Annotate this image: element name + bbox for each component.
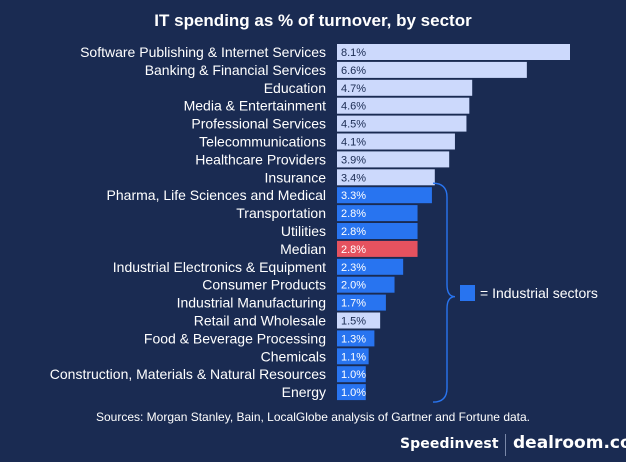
dealroom-logo: dealroom.co [513,433,626,453]
value-label: 4.6% [341,101,366,113]
bar [337,384,366,401]
bar [337,79,473,96]
bar [337,223,418,239]
category-label: Industrial Electronics & Equipment [113,259,326,275]
chart-svg: IT spending as % of turnover, by sector … [50,11,598,424]
value-label: 1.1% [341,351,366,363]
category-label: Professional Services [191,116,326,132]
value-label: 2.0% [341,280,366,292]
category-label: Median [280,241,326,257]
footer-bar [0,428,626,462]
logo-divider [505,434,506,456]
category-label: Chemicals [261,348,326,364]
value-label: 2.8% [341,226,366,238]
value-label: 1.7% [341,298,366,310]
category-label: Consumer Products [202,277,326,293]
value-label: 4.1% [341,137,366,149]
value-label: 4.7% [341,83,366,95]
legend-swatch-industrial [460,285,475,301]
bars-layer: Software Publishing & Internet Services 8… [50,44,570,401]
value-label: 8.1% [341,47,366,59]
bar [337,187,432,204]
bar [337,312,381,329]
chart-title: IT spending as % of turnover, by sector [154,11,472,30]
category-label: Banking & Financial Services [145,62,326,78]
value-label: 1.3% [341,333,366,345]
speedinvest-logo: Speedinvest [400,436,499,452]
bar [337,169,435,186]
category-label: Energy [282,384,326,400]
value-label: 6.6% [341,65,366,77]
value-label: 2.8% [341,244,366,256]
category-label: Education [264,80,326,96]
value-label: 1.0% [341,369,366,381]
category-label: Utilities [281,223,326,239]
value-label: 3.4% [341,172,366,184]
bar [337,294,386,311]
bar [337,115,467,132]
source-note: Sources: Morgan Stanley, Bain, LocalGlob… [96,410,530,424]
value-label: 1.0% [341,387,366,399]
value-label: 3.3% [341,190,366,202]
bar [337,348,369,365]
value-label: 3.9% [341,154,366,166]
category-label: Software Publishing & Internet Services [80,44,326,60]
value-label: 1.5% [341,316,366,328]
bar [337,61,527,78]
category-label: Media & Entertainment [184,98,327,114]
bar [337,258,404,275]
bar [337,133,455,150]
category-label: Food & Beverage Processing [144,330,326,346]
category-label: Telecommunications [199,134,326,150]
industrial-brace [432,182,456,403]
bar [337,240,418,257]
bar [337,366,366,383]
bar [337,205,418,222]
value-label: 2.8% [341,208,366,220]
bar [337,276,395,293]
category-label: Transportation [236,205,326,221]
value-label: 4.5% [341,119,366,131]
bar [337,97,470,114]
category-label: Construction, Materials & Natural Resour… [50,366,326,382]
bar [337,151,450,168]
category-label: Insurance [265,169,327,185]
category-label: Industrial Manufacturing [177,295,326,311]
category-label: Retail and Wholesale [194,313,327,329]
bar [337,44,570,60]
value-label: 2.3% [341,262,366,274]
bar [337,330,375,347]
category-label: Healthcare Providers [195,151,326,167]
legend-label: = Industrial sectors [480,285,598,301]
category-label: Pharma, Life Sciences and Medical [107,187,326,203]
